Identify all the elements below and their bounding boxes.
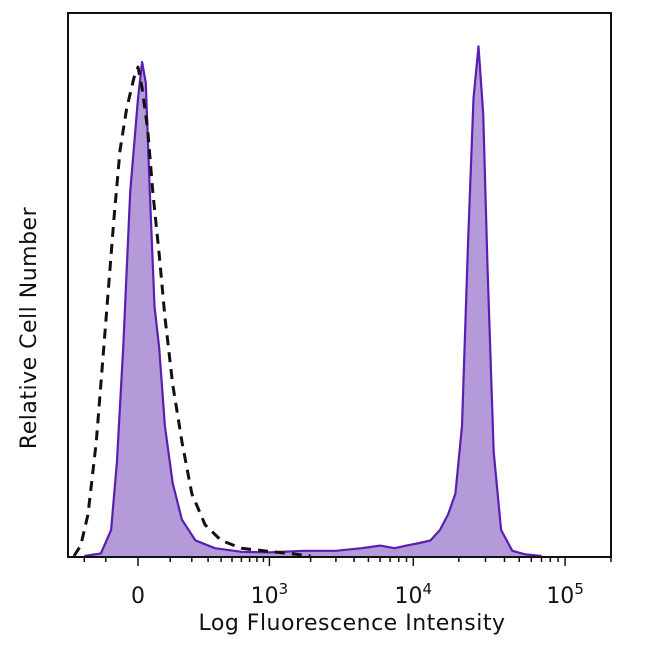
y-axis-title: Relative Cell Number (17, 206, 42, 449)
series-1-line (72, 65, 311, 558)
x-tick-label-2: 104 (395, 580, 433, 609)
x-tick-label-1: 103 (251, 580, 289, 609)
x-tick-label-0: 0 (131, 584, 145, 609)
series-0-area (84, 46, 542, 557)
x-tick-label-3: 105 (546, 580, 584, 609)
plot-frame (67, 12, 612, 558)
x-axis-title: Log Fluorescence Intensity (199, 611, 506, 636)
